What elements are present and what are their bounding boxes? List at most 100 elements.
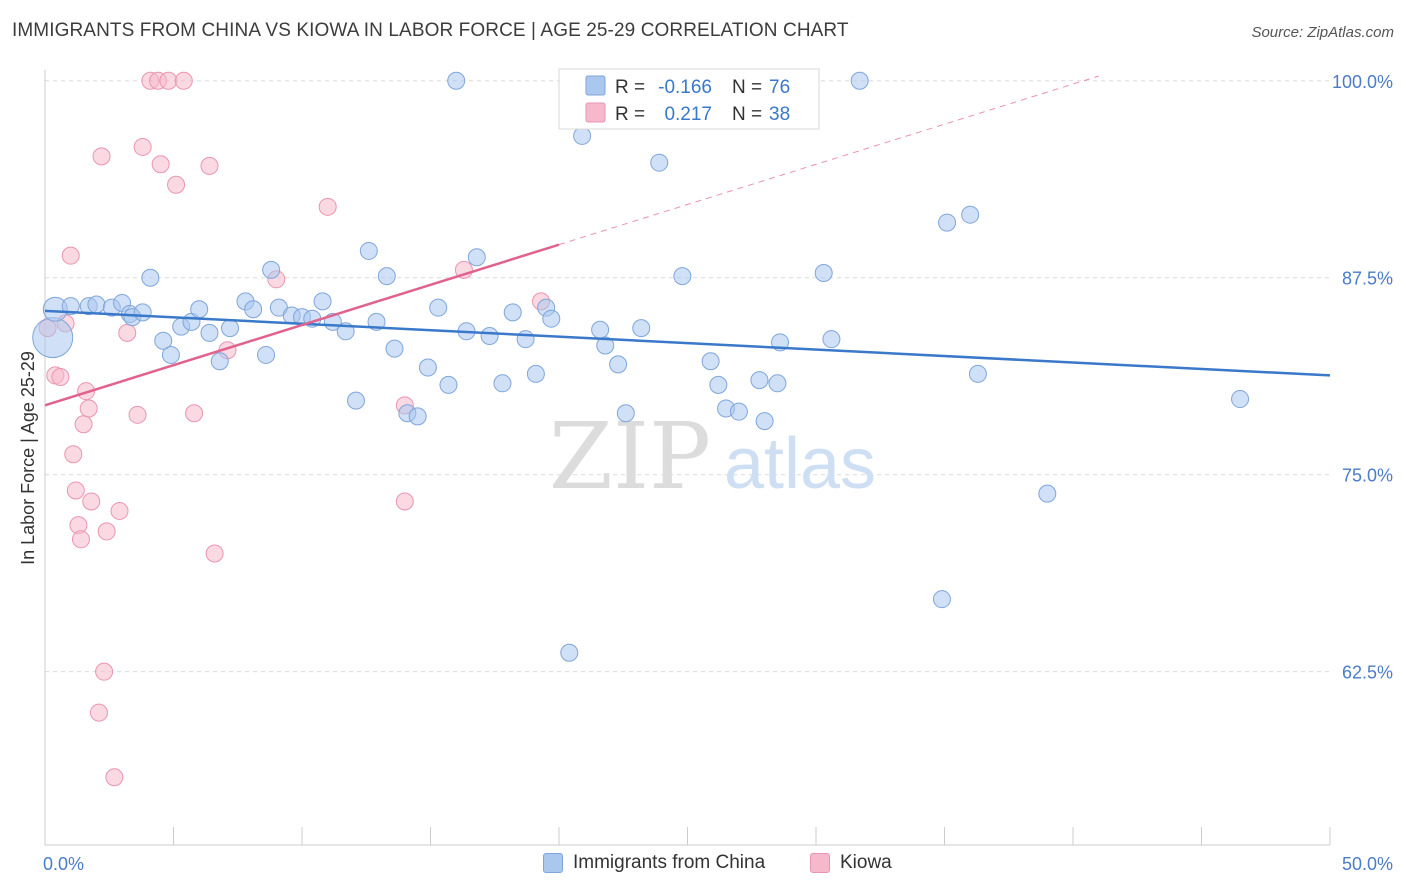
kiowa-point	[105, 768, 124, 787]
chart-title: IMMIGRANTS FROM CHINA VS KIOWA IN LABOR …	[12, 20, 849, 41]
legend-r-value-1: -0.166	[658, 77, 712, 98]
china-point	[244, 300, 263, 319]
kiowa-point	[205, 544, 224, 563]
kiowa-point	[74, 415, 93, 434]
china-point	[542, 309, 561, 328]
legend-item-kiowa[interactable]: Kiowa	[810, 852, 892, 874]
legend-n-value-1: 76	[769, 77, 790, 98]
china-point	[650, 153, 669, 172]
kiowa-point	[95, 662, 114, 681]
kiowa-point	[77, 382, 96, 401]
kiowa-point	[174, 71, 193, 90]
y-tick-labels: 62.5% 75.0% 87.5% 100.0%	[1332, 72, 1393, 683]
china-point	[313, 292, 332, 311]
y-axis-label: In Labor Force | Age 25-29	[18, 351, 38, 565]
china-point	[526, 364, 545, 383]
china-point	[447, 71, 466, 90]
china-point	[850, 71, 869, 90]
china-point	[632, 319, 651, 338]
legend-swatch-china-bottom	[543, 853, 563, 873]
y-tick-label: 62.5%	[1342, 663, 1393, 683]
china-point	[141, 268, 160, 287]
china-point	[516, 330, 535, 349]
china-point	[750, 371, 769, 390]
legend-r-value-2: 0.217	[664, 104, 712, 125]
watermark-atlas: atlas	[724, 424, 876, 504]
legend-swatch-kiowa	[585, 102, 606, 123]
china-point	[1231, 390, 1250, 409]
china-point	[221, 319, 240, 338]
china-point	[503, 303, 522, 322]
china-point	[190, 300, 209, 319]
china-point	[408, 407, 427, 426]
kiowa-point	[118, 323, 137, 342]
china-point	[257, 345, 276, 364]
china-point	[822, 330, 841, 349]
axes	[44, 70, 1331, 846]
china-point	[961, 205, 980, 224]
china-point	[968, 364, 987, 383]
y-tick-label: 100.0%	[1332, 72, 1393, 92]
china-point	[701, 352, 720, 371]
china-point	[596, 336, 615, 355]
stats-legend: R = -0.166 N = 76 R = 0.217 N = 38	[558, 68, 820, 130]
china-point	[609, 355, 628, 374]
china-point	[709, 375, 728, 394]
kiowa-trend-line	[44, 243, 560, 407]
china-point	[133, 303, 152, 322]
china-point	[346, 391, 365, 410]
kiowa-point	[92, 147, 111, 166]
china-point	[200, 323, 219, 342]
china-trend-line	[44, 309, 1331, 377]
kiowa-point	[151, 155, 170, 174]
china-point	[439, 375, 458, 394]
china-point	[377, 267, 396, 286]
kiowa-point	[79, 399, 98, 418]
kiowa-point	[64, 445, 83, 464]
legend-label-kiowa: Kiowa	[840, 852, 892, 873]
china-point	[32, 317, 74, 359]
china-point	[729, 402, 748, 421]
china-point	[493, 374, 512, 393]
china-point	[938, 213, 957, 232]
legend-item-china[interactable]: Immigrants from China	[543, 852, 765, 874]
legend-n-label-1: N =	[732, 77, 762, 98]
china-point	[814, 264, 833, 282]
kiowa-point	[128, 405, 147, 424]
china-point	[591, 320, 610, 339]
legend-r-label-2: R =	[615, 104, 645, 125]
china-point	[480, 327, 499, 346]
bottom-legend: Immigrants from China Kiowa	[0, 852, 1406, 878]
kiowa-point	[133, 137, 152, 156]
china-point	[87, 295, 106, 314]
china-point	[359, 241, 378, 260]
kiowa-point	[167, 175, 186, 194]
kiowa-point	[61, 246, 80, 265]
china-point	[768, 374, 787, 393]
china-points	[32, 71, 1250, 662]
kiowa-point	[200, 156, 219, 175]
legend-r-label-1: R =	[615, 77, 645, 98]
kiowa-point	[318, 197, 337, 216]
grid-lines	[45, 80, 1330, 673]
china-point	[616, 404, 635, 423]
china-point	[932, 590, 951, 609]
legend-n-value-2: 38	[769, 104, 790, 125]
x-tick-label: 0.0%	[43, 854, 84, 874]
kiowa-point	[185, 404, 204, 423]
y-tick-label: 87.5%	[1342, 269, 1393, 289]
watermark: ZIP atlas	[549, 403, 876, 510]
kiowa-point	[71, 530, 90, 549]
china-point	[154, 331, 173, 350]
china-point	[467, 248, 486, 267]
legend-swatch-china	[585, 75, 606, 96]
china-point	[262, 260, 281, 279]
kiowa-point	[51, 368, 70, 386]
kiowa-point	[159, 71, 178, 90]
legend-label-china: Immigrants from China	[573, 852, 766, 873]
x-tick-labels: 0.0% 50.0%	[43, 854, 1393, 874]
china-point	[560, 643, 579, 662]
kiowa-point	[97, 522, 116, 541]
kiowa-point	[82, 492, 101, 511]
